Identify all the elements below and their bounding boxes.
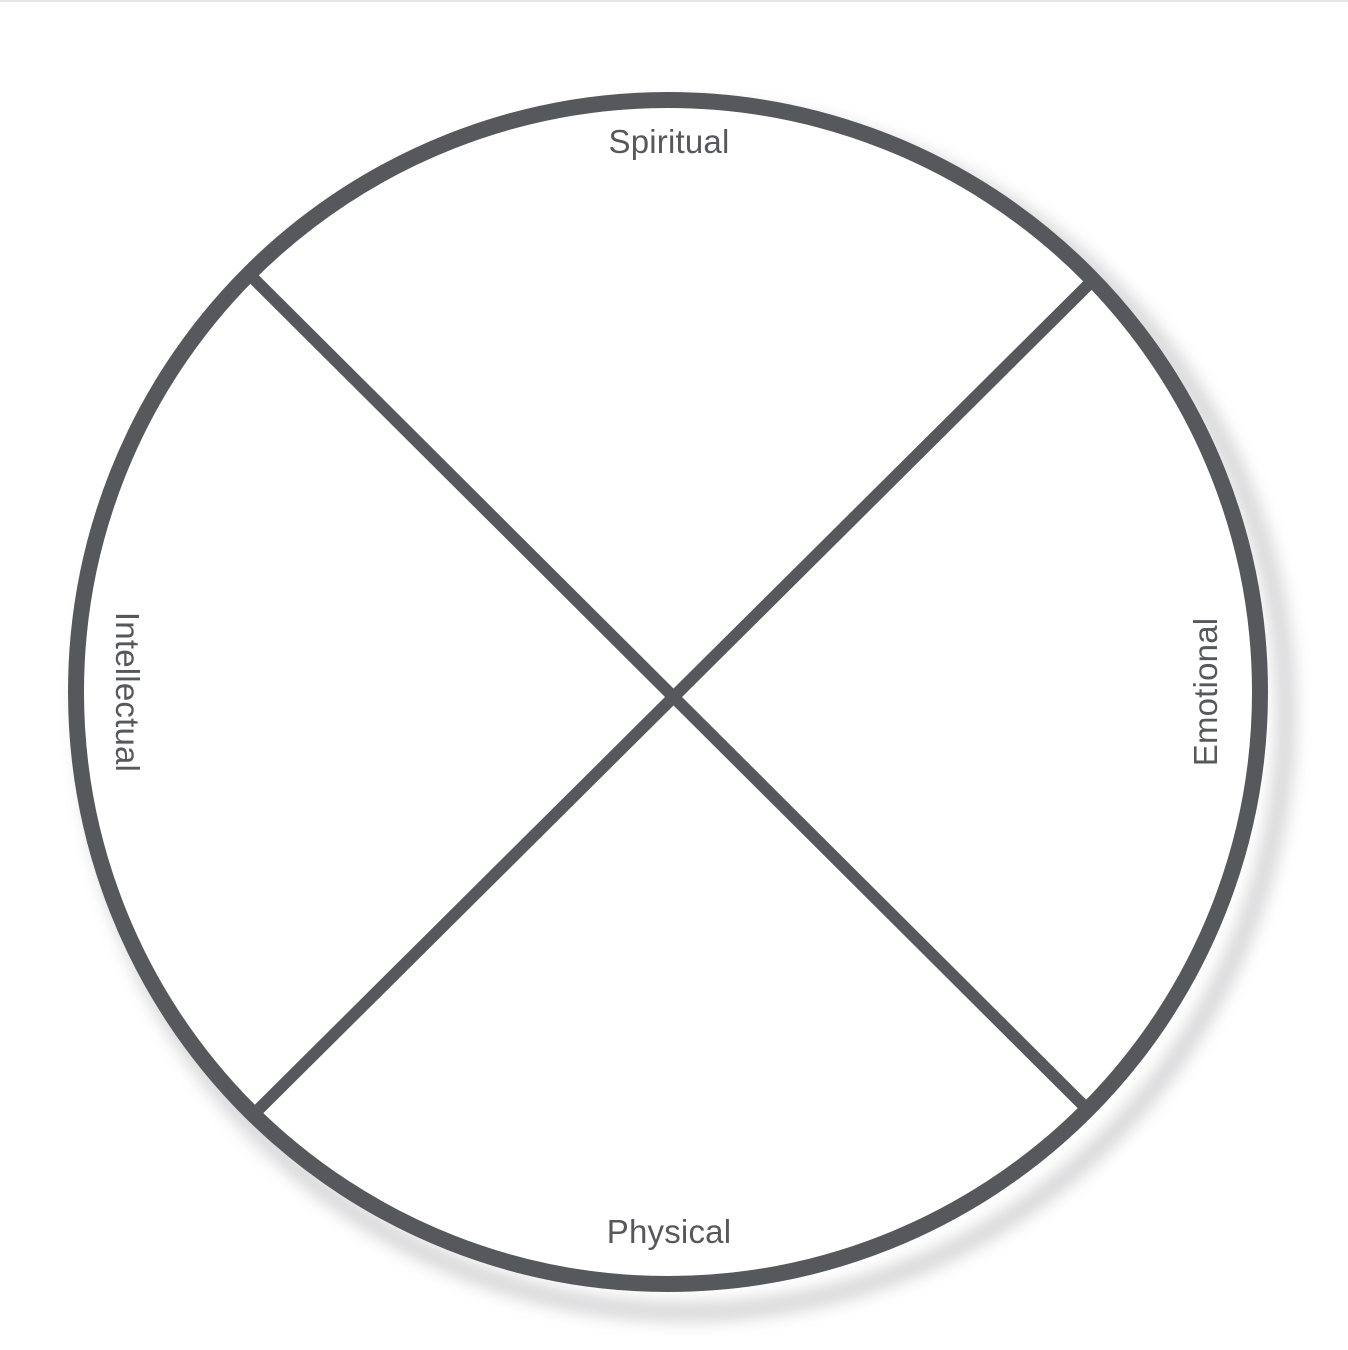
wheel-outer-ring (68, 92, 1268, 1292)
top-rule (0, 0, 1348, 2)
divider-line-ne-sw (254, 279, 1094, 1114)
divider-line-nw-se (245, 270, 1090, 1112)
label-emotional: Emotional (1187, 618, 1224, 767)
label-intellectual: Intellectual (109, 612, 146, 772)
label-spiritual: Spiritual (608, 123, 729, 160)
label-physical: Physical (607, 1213, 731, 1250)
